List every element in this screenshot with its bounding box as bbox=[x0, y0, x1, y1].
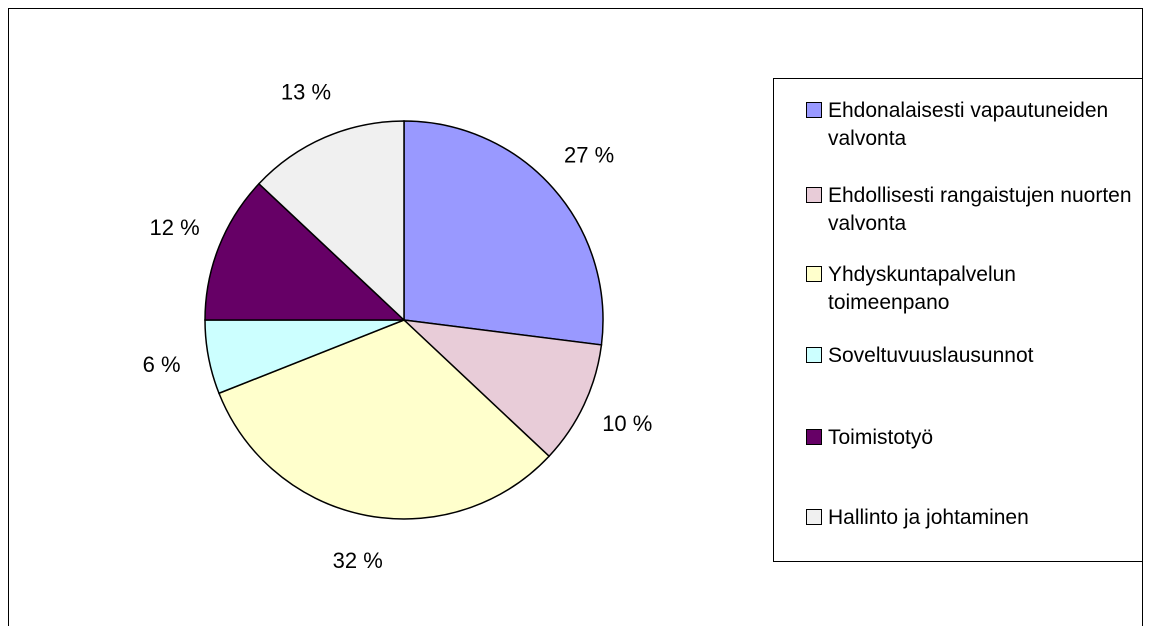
legend-swatch bbox=[806, 429, 822, 445]
pie-slice bbox=[257, 120, 405, 322]
legend-swatch bbox=[806, 509, 822, 525]
legend-label: Hallinto ja johtaminen bbox=[828, 506, 1029, 529]
legend-item: Toimistotyö bbox=[806, 424, 1136, 452]
pie-slice bbox=[403, 120, 604, 346]
data-label: 27 % bbox=[564, 143, 614, 168]
pie-slice bbox=[401, 318, 603, 458]
legend-swatch bbox=[806, 347, 822, 363]
legend-swatch bbox=[806, 187, 822, 203]
data-label: 32 % bbox=[333, 548, 383, 573]
data-label: 13 % bbox=[281, 79, 331, 104]
legend-label: Ehdollisesti rangaistujen nuorten valvon… bbox=[828, 184, 1132, 235]
legend-item: Ehdonalaisesti vapautuneiden valvonta bbox=[806, 97, 1136, 153]
legend-label: Ehdonalaisesti vapautuneiden valvonta bbox=[828, 99, 1109, 150]
legend-swatch bbox=[806, 266, 822, 282]
legend-item: Yhdyskuntapalvelun toimeenpano bbox=[806, 261, 1136, 317]
data-label: 12 % bbox=[149, 215, 199, 240]
legend-label: Toimistotyö bbox=[828, 426, 934, 449]
data-label: 6 % bbox=[143, 352, 181, 377]
data-label: 10 % bbox=[602, 411, 652, 436]
pie-slice bbox=[204, 182, 406, 321]
legend-label: Soveltuvuuslausunnot bbox=[828, 344, 1034, 367]
legend-swatch bbox=[806, 102, 822, 118]
legend-item: Soveltuvuuslausunnot bbox=[806, 342, 1136, 370]
legend-label: Yhdyskuntapalvelun toimeenpano bbox=[828, 263, 1016, 314]
pie-slice bbox=[217, 319, 551, 520]
legend-item: Ehdollisesti rangaistujen nuorten valvon… bbox=[806, 182, 1136, 238]
legend: Ehdonalaisesti vapautuneiden valvonta Ehd… bbox=[773, 78, 1143, 562]
legend-item: Hallinto ja johtaminen bbox=[806, 504, 1136, 532]
